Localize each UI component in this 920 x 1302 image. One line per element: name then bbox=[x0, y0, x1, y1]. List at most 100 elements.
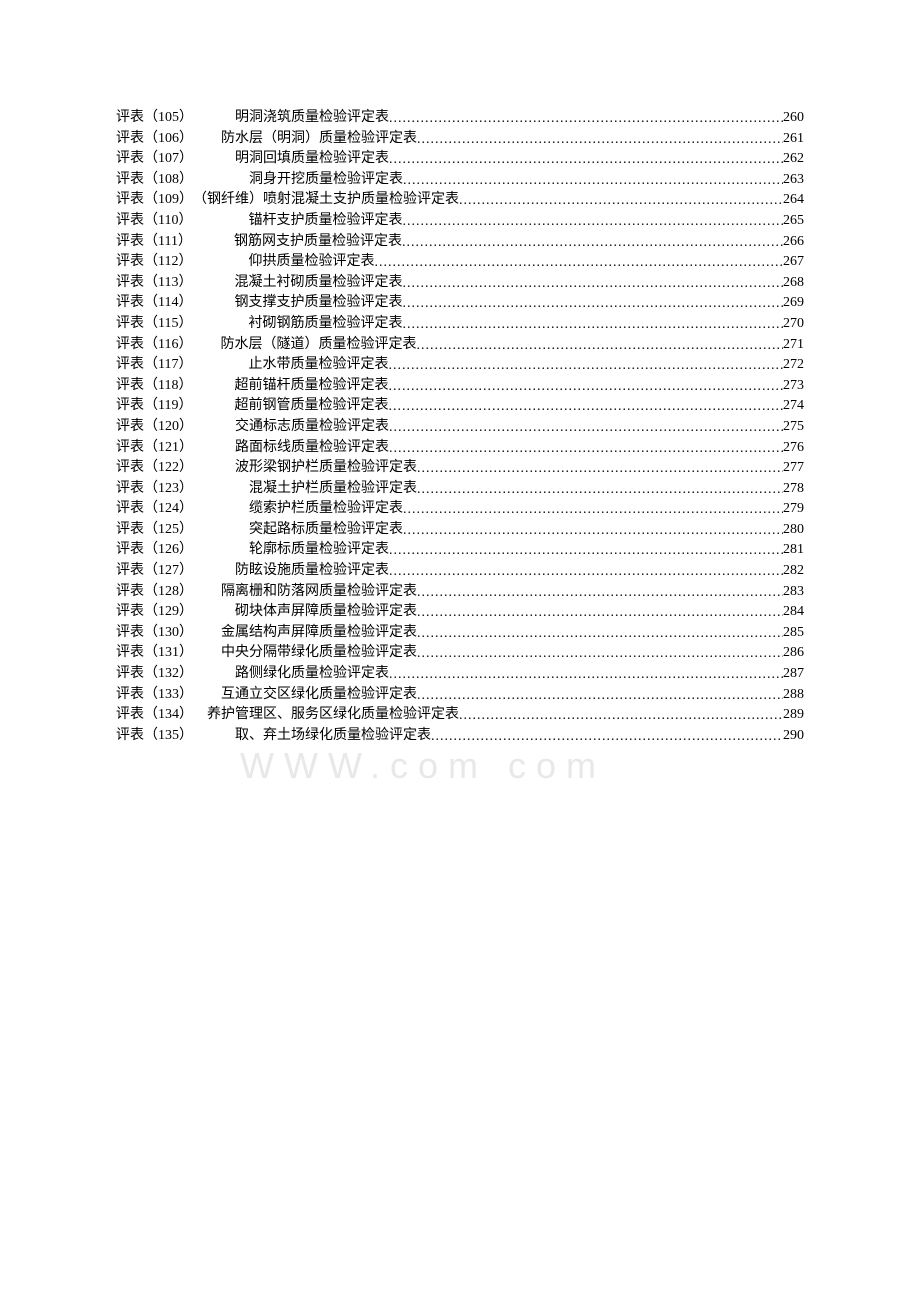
toc-label: 评表（107） bbox=[116, 149, 193, 170]
toc-dots bbox=[417, 644, 783, 665]
toc-page: 272 bbox=[783, 355, 804, 376]
toc-entry: 评表（118） 超前锚杆质量检验评定表273 bbox=[116, 376, 804, 397]
toc-container: 评表（105） 明洞浇筑质量检验评定表260评表（106） 防水层（明洞）质量检… bbox=[116, 108, 804, 746]
toc-page: 264 bbox=[783, 190, 804, 211]
toc-title: 路侧绿化质量检验评定表 bbox=[235, 664, 389, 685]
toc-dots bbox=[389, 665, 783, 686]
toc-entry: 评表（124） 缆索护栏质量检验评定表279 bbox=[116, 499, 804, 520]
toc-dots bbox=[417, 686, 783, 707]
toc-entry: 评表（119） 超前钢管质量检验评定表274 bbox=[116, 396, 804, 417]
toc-dots bbox=[389, 562, 783, 583]
toc-dots bbox=[389, 150, 783, 171]
toc-title: 隔离栅和防落网质量检验评定表 bbox=[221, 582, 417, 603]
toc-label: 评表（106） bbox=[116, 129, 193, 150]
toc-page: 276 bbox=[783, 438, 804, 459]
toc-spacer bbox=[193, 705, 207, 726]
toc-title: 仰拱质量检验评定表 bbox=[248, 252, 374, 273]
toc-page: 275 bbox=[783, 417, 804, 438]
toc-page: 261 bbox=[783, 129, 804, 150]
toc-spacer bbox=[192, 211, 248, 232]
toc-label: 评表（105） bbox=[116, 108, 193, 129]
toc-title: 钢支撑支护质量检验评定表 bbox=[234, 293, 402, 314]
toc-spacer bbox=[193, 417, 235, 438]
toc-entry: 评表（132） 路侧绿化质量检验评定表287 bbox=[116, 664, 804, 685]
toc-spacer bbox=[192, 314, 248, 335]
toc-label: 评表（132） bbox=[116, 664, 193, 685]
toc-dots bbox=[402, 315, 783, 336]
toc-spacer bbox=[193, 685, 221, 706]
toc-dots bbox=[388, 356, 783, 377]
toc-title: 突起路标质量检验评定表 bbox=[249, 520, 403, 541]
toc-spacer bbox=[193, 726, 235, 747]
toc-spacer bbox=[193, 479, 249, 500]
toc-spacer bbox=[193, 582, 221, 603]
toc-spacer bbox=[192, 252, 248, 273]
toc-entry: 评表（120） 交通标志质量检验评定表 275 bbox=[116, 417, 804, 438]
toc-title: 砌块体声屏障质量检验评定表 bbox=[235, 602, 417, 623]
toc-title: 衬砌钢筋质量检验评定表 bbox=[248, 314, 402, 335]
toc-title: 波形梁钢护栏质量检验评定表 bbox=[235, 458, 417, 479]
toc-dots bbox=[388, 397, 783, 418]
toc-spacer bbox=[193, 520, 249, 541]
toc-entry: 评表（125） 突起路标质量检验评定表280 bbox=[116, 520, 804, 541]
toc-title: 防水层（隧道）质量检验评定表 bbox=[220, 335, 416, 356]
toc-page: 284 bbox=[783, 602, 804, 623]
toc-entry: 评表（123） 混凝土护栏质量检验评定表278 bbox=[116, 479, 804, 500]
toc-dots bbox=[402, 212, 783, 233]
toc-spacer bbox=[193, 170, 249, 191]
toc-dots bbox=[403, 521, 783, 542]
toc-dots bbox=[431, 727, 783, 748]
toc-spacer bbox=[193, 129, 221, 150]
toc-label: 评表（115） bbox=[116, 314, 192, 335]
toc-entry: 评表（133） 互通立交区绿化质量检验评定表288 bbox=[116, 685, 804, 706]
toc-entry: 评表（117） 止水带质量检验评定表272 bbox=[116, 355, 804, 376]
toc-spacer bbox=[192, 232, 234, 253]
toc-page: 290 bbox=[783, 726, 804, 747]
toc-title: 金属结构声屏障质量检验评定表 bbox=[221, 623, 417, 644]
toc-spacer bbox=[192, 376, 234, 397]
toc-title: 防水层（明洞）质量检验评定表 bbox=[221, 129, 417, 150]
toc-page: 288 bbox=[783, 685, 804, 706]
toc-spacer bbox=[193, 458, 235, 479]
toc-title: 混凝土衬砌质量检验评定表 bbox=[234, 273, 402, 294]
toc-label: 评表（124） bbox=[116, 499, 193, 520]
toc-spacer bbox=[193, 540, 249, 561]
toc-entry: 评表（116） 防水层（隧道）质量检验评定表271 bbox=[116, 335, 804, 356]
toc-entry: 评表（127） 防眩设施质量检验评定表282 bbox=[116, 561, 804, 582]
toc-dots bbox=[402, 274, 783, 295]
toc-entry: 评表（108） 洞身开挖质量检验评定表263 bbox=[116, 170, 804, 191]
toc-page: 268 bbox=[783, 273, 804, 294]
toc-title: 交通标志质量检验评定表 bbox=[235, 417, 389, 438]
toc-page: 267 bbox=[783, 252, 804, 273]
toc-spacer bbox=[193, 602, 235, 623]
toc-title: 锚杆支护质量检验评定表 bbox=[248, 211, 402, 232]
toc-entry: 评表（131） 中央分隔带绿化质量检验评定表286 bbox=[116, 643, 804, 664]
toc-title: 止水带质量检验评定表 bbox=[248, 355, 388, 376]
toc-entry: 评表（114） 钢支撑支护质量检验评定表269 bbox=[116, 293, 804, 314]
toc-title: 路面标线质量检验评定表 bbox=[235, 438, 389, 459]
toc-title: 轮廓标质量检验评定表 bbox=[249, 540, 389, 561]
toc-title: 中央分隔带绿化质量检验评定表 bbox=[221, 643, 417, 664]
toc-entry: 评表（128） 隔离栅和防落网质量检验评定表283 bbox=[116, 582, 804, 603]
toc-entry: 评表（115） 衬砌钢筋质量检验评定表270 bbox=[116, 314, 804, 335]
toc-title: 养护管理区、服务区绿化质量检验评定表 bbox=[207, 705, 459, 726]
toc-dots bbox=[417, 130, 783, 151]
toc-page: 262 bbox=[783, 149, 804, 170]
toc-spacer bbox=[193, 664, 235, 685]
toc-dots bbox=[388, 377, 783, 398]
toc-title: 超前锚杆质量检验评定表 bbox=[234, 376, 388, 397]
toc-label: 评表（111） bbox=[116, 232, 192, 253]
toc-label: 评表（120） bbox=[116, 417, 193, 438]
toc-dots bbox=[402, 294, 783, 315]
toc-entry: 评表（105） 明洞浇筑质量检验评定表260 bbox=[116, 108, 804, 129]
toc-label: 评表（135） bbox=[116, 726, 193, 747]
toc-entry: 评表（112） 仰拱质量检验评定表267 bbox=[116, 252, 804, 273]
toc-label: 评表（108） bbox=[116, 170, 193, 191]
toc-dots bbox=[417, 583, 783, 604]
toc-page: 280 bbox=[783, 520, 804, 541]
toc-page: 265 bbox=[783, 211, 804, 232]
toc-dots bbox=[402, 233, 783, 254]
toc-title: （钢纤维）喷射混凝土支护质量检验评定表 bbox=[193, 190, 459, 211]
toc-title: 取、弃土场绿化质量检验评定表 bbox=[235, 726, 431, 747]
toc-spacer bbox=[193, 438, 235, 459]
